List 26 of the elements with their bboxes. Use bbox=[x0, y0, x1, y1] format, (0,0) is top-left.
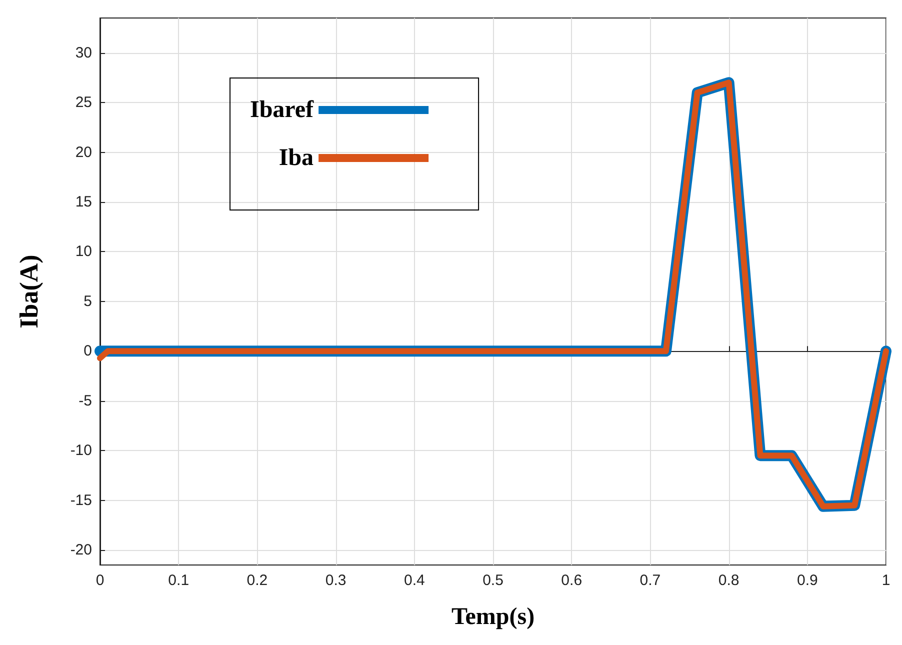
y-tick-label: 20 bbox=[75, 144, 92, 161]
x-tick-label: 0.7 bbox=[640, 572, 661, 589]
x-tick-label: 0.5 bbox=[482, 572, 504, 589]
x-axis-title: Temp(s) bbox=[451, 604, 535, 630]
y-tick-label: 15 bbox=[75, 193, 92, 210]
y-tick-label: 30 bbox=[75, 44, 92, 62]
y-tick-label: 0 bbox=[84, 342, 92, 360]
y-tick-label: 10 bbox=[75, 243, 92, 260]
x-tick-label: 0 bbox=[96, 572, 104, 589]
x-tick-label: 0.1 bbox=[168, 572, 190, 589]
x-tick-label: 0.3 bbox=[325, 572, 346, 589]
x-tick-label: 1 bbox=[882, 572, 890, 589]
legend-label: Ibaref bbox=[250, 97, 315, 123]
y-tick-label: 5 bbox=[84, 292, 92, 310]
x-tick-label: 0.8 bbox=[718, 572, 740, 589]
legend-label: Iba bbox=[278, 145, 314, 171]
y-tick-label: -15 bbox=[70, 492, 92, 509]
x-tick-label: 0.6 bbox=[561, 572, 582, 589]
x-tick-label: 0.2 bbox=[246, 572, 268, 589]
y-tick-label: 25 bbox=[75, 94, 92, 112]
y-tick-label: -5 bbox=[78, 392, 92, 410]
x-tick-label: 0.4 bbox=[404, 572, 425, 589]
y-tick-label: -10 bbox=[70, 442, 92, 460]
y-tick-label: -20 bbox=[70, 542, 92, 559]
y-axis-title: Iba(A) bbox=[14, 254, 44, 328]
x-tick-label: 0.9 bbox=[796, 572, 818, 589]
